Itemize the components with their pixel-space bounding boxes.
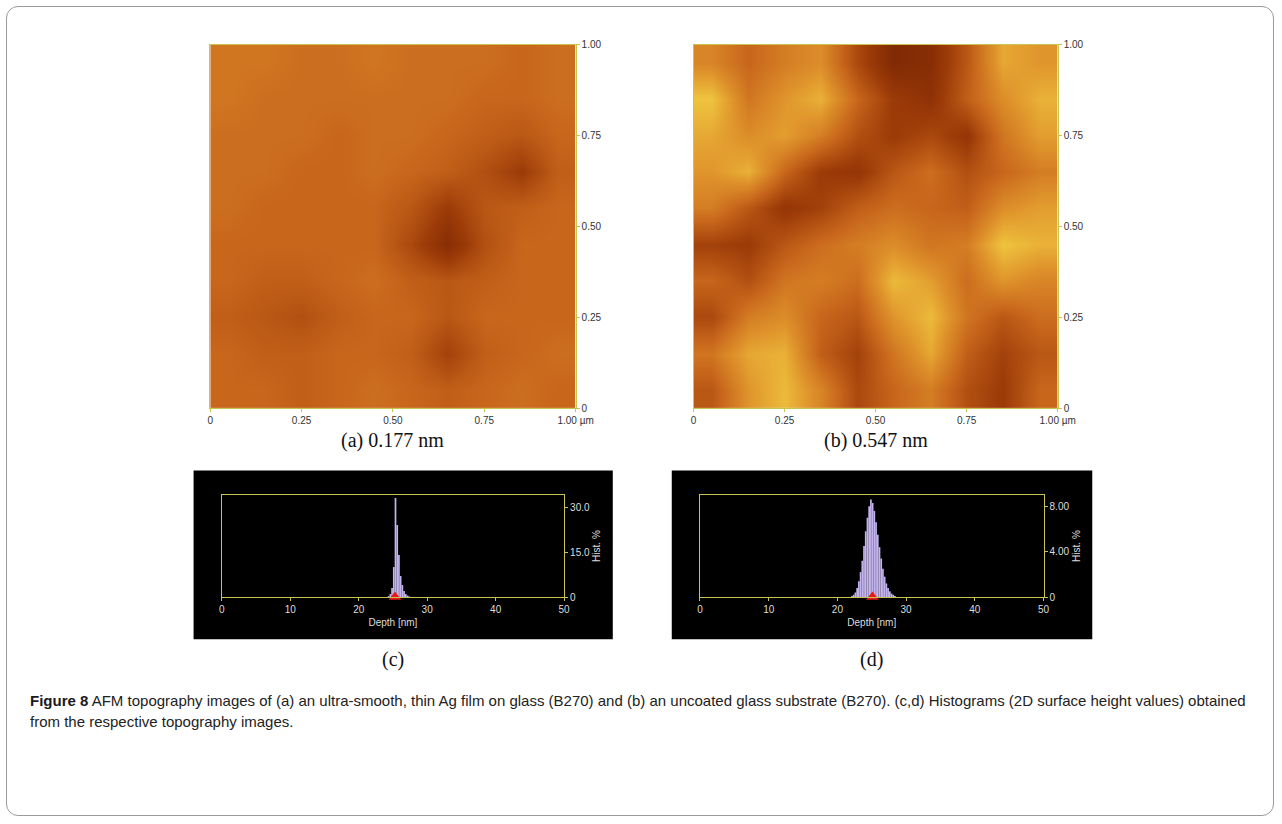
svg-text:0.50: 0.50	[383, 415, 403, 426]
svg-text:0.50: 0.50	[1064, 221, 1084, 232]
svg-text:1.00 µm: 1.00 µm	[1039, 415, 1075, 426]
svg-text:30.0: 30.0	[570, 502, 590, 513]
svg-text:Hist. %: Hist. %	[591, 530, 602, 562]
svg-text:0.75: 0.75	[582, 130, 602, 141]
svg-text:0.50: 0.50	[866, 415, 886, 426]
svg-text:0.25: 0.25	[1064, 312, 1084, 323]
svg-text:(b) 0.547 nm: (b) 0.547 nm	[824, 429, 928, 452]
svg-text:1.00: 1.00	[1064, 39, 1084, 50]
svg-text:1.00 µm: 1.00 µm	[557, 415, 593, 426]
svg-text:(c): (c)	[382, 648, 404, 671]
svg-text:30: 30	[901, 604, 913, 615]
svg-text:Hist. %: Hist. %	[1071, 530, 1082, 562]
svg-text:0.75: 0.75	[1064, 130, 1084, 141]
svg-text:4.00: 4.00	[1050, 546, 1070, 557]
svg-text:0: 0	[691, 415, 697, 426]
svg-text:0.75: 0.75	[957, 415, 977, 426]
svg-text:Depth [nm]: Depth [nm]	[368, 617, 417, 628]
svg-text:0.50: 0.50	[582, 221, 602, 232]
svg-text:40: 40	[969, 604, 981, 615]
svg-text:0.75: 0.75	[475, 415, 495, 426]
svg-text:0: 0	[570, 592, 576, 603]
svg-text:0.25: 0.25	[582, 312, 602, 323]
svg-text:20: 20	[353, 604, 365, 615]
svg-text:0: 0	[582, 403, 588, 414]
svg-text:50: 50	[1038, 604, 1050, 615]
svg-text:(d): (d)	[860, 648, 883, 671]
svg-text:10: 10	[285, 604, 297, 615]
svg-text:0: 0	[1050, 592, 1056, 603]
svg-text:0: 0	[697, 604, 703, 615]
svg-text:1.00: 1.00	[582, 39, 602, 50]
svg-text:50: 50	[559, 604, 571, 615]
svg-text:0: 0	[1064, 403, 1070, 414]
svg-text:10: 10	[763, 604, 775, 615]
svg-text:15.0: 15.0	[570, 547, 590, 558]
svg-text:Depth [nm]: Depth [nm]	[847, 617, 896, 628]
svg-text:0.25: 0.25	[292, 415, 312, 426]
svg-text:0.25: 0.25	[775, 415, 795, 426]
svg-text:0: 0	[219, 604, 225, 615]
svg-text:20: 20	[832, 604, 844, 615]
svg-text:30: 30	[422, 604, 434, 615]
html-text:Figure 8 AFM topography images: Figure 8 AFM topography images of (a) an…	[30, 692, 1246, 730]
svg-text:8.00: 8.00	[1050, 501, 1070, 512]
svg-text:40: 40	[490, 604, 502, 615]
svg-text:(a) 0.177 nm: (a) 0.177 nm	[341, 429, 444, 452]
svg-text:0: 0	[207, 415, 213, 426]
